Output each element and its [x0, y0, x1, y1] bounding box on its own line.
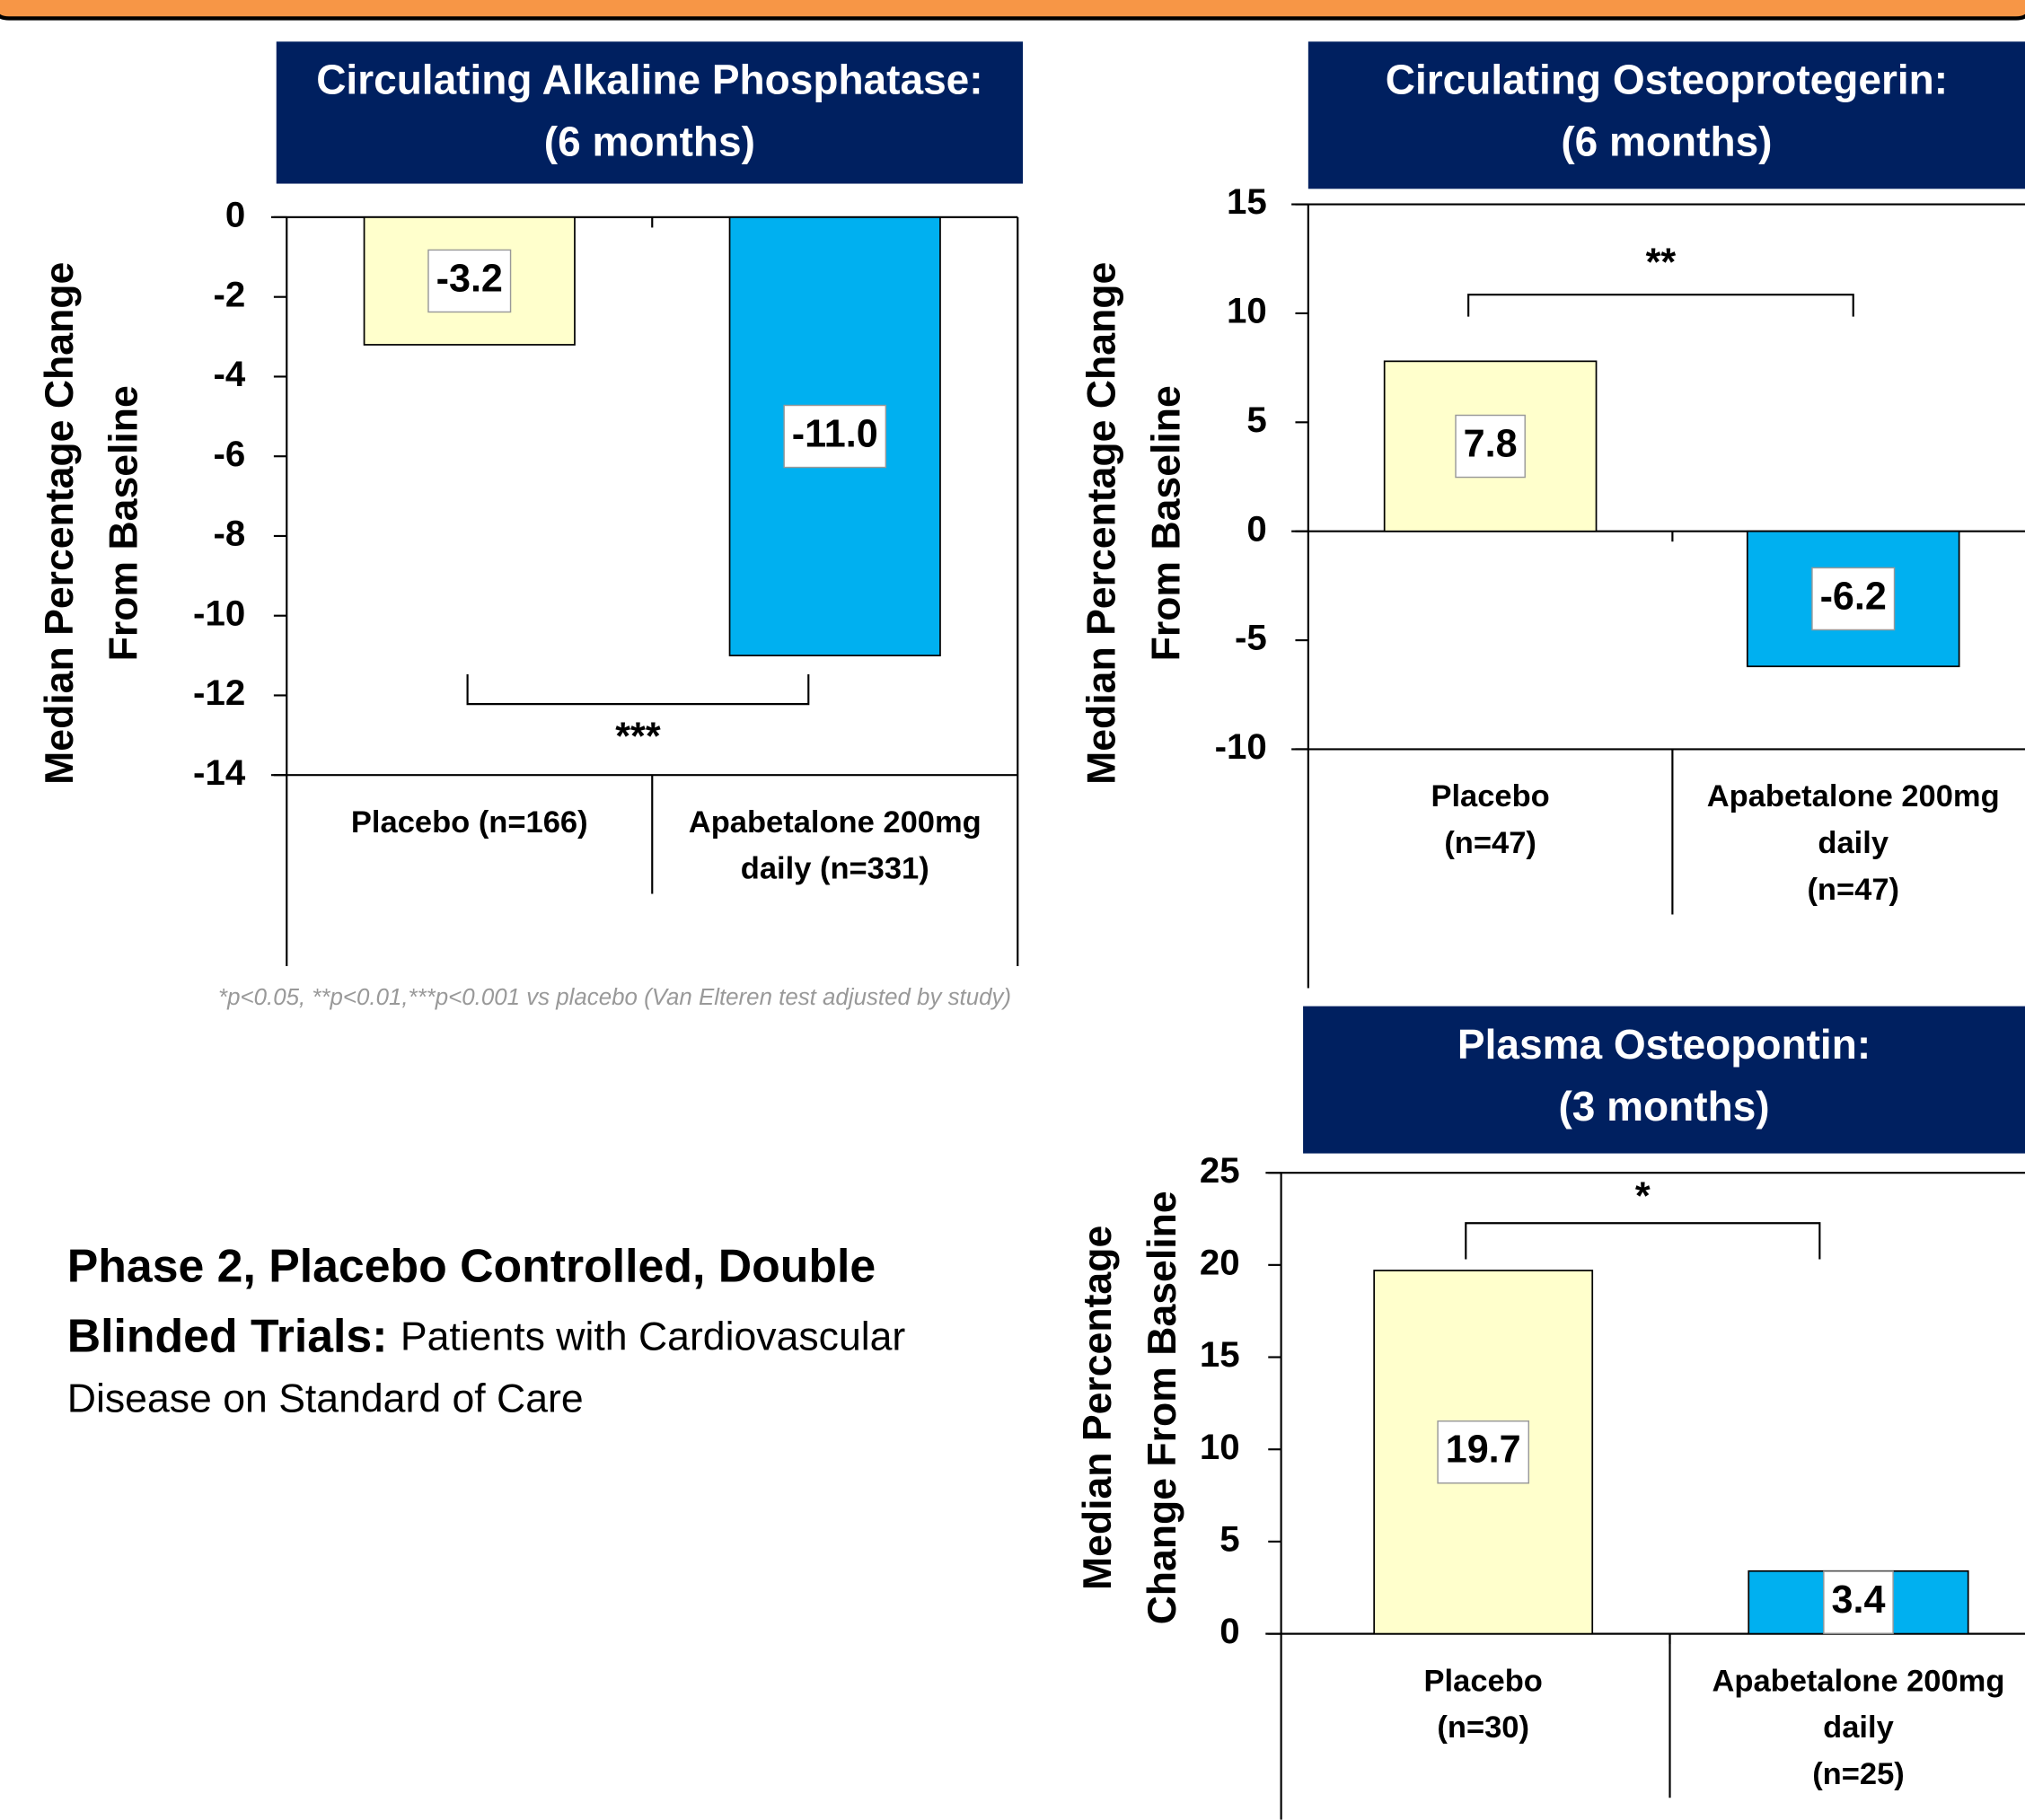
- y-axis-label: From Baseline: [1144, 385, 1188, 661]
- y-tick-label: 15: [1200, 1334, 1240, 1375]
- value-label-box: [427, 249, 512, 313]
- value-label: -6.2: [1820, 575, 1887, 618]
- y-tick-label: 10: [1200, 1427, 1240, 1467]
- y-tick-label: 15: [1227, 181, 1267, 222]
- chart-subtitle: (6 months): [544, 119, 755, 165]
- significance-label: **: [1646, 242, 1677, 285]
- significance-label: ***: [615, 715, 661, 758]
- y-tick-label: -5: [1235, 618, 1267, 658]
- y-tick-label: -14: [193, 752, 246, 793]
- value-label: -11.0: [792, 412, 878, 455]
- header-bar: [0, 0, 2025, 21]
- significance-bracket: [466, 674, 810, 706]
- significance-bracket: [1467, 294, 1854, 317]
- title-box: [276, 41, 1024, 184]
- x-tick-label: Apabetalone 200mg: [1712, 1664, 2005, 1698]
- y-tick-label: -8: [213, 514, 245, 554]
- x-tick-label: (n=47): [1444, 826, 1536, 860]
- x-tick-label: (n=30): [1437, 1710, 1529, 1745]
- y-axis-label: Median Percentage: [1076, 1226, 1120, 1590]
- y-tick-label: -10: [193, 593, 245, 633]
- x-tick-label: Apabetalone 200mg: [689, 805, 982, 840]
- y-tick-label: -6: [213, 434, 245, 474]
- title-box: [1303, 1006, 2025, 1154]
- x-tick-label: daily: [1818, 826, 1889, 860]
- value-label: 3.4: [1832, 1578, 1886, 1622]
- title-box: [1307, 41, 2025, 189]
- x-tick-label: Placebo (n=166): [351, 805, 588, 840]
- x-tick-label: (n=25): [1812, 1757, 1905, 1791]
- value-label-box: [783, 404, 887, 469]
- chart-subtitle: (3 months): [1558, 1083, 1769, 1130]
- y-axis-label: From Baseline: [102, 385, 146, 661]
- y-axis-label: Median Percentage Change: [1079, 262, 1123, 785]
- y-tick-label: -2: [213, 274, 245, 314]
- y-tick-label: 25: [1200, 1150, 1240, 1191]
- significance-label: *: [1635, 1174, 1651, 1218]
- significance-bracket: [1465, 1222, 1821, 1260]
- value-label-box: [1811, 567, 1896, 631]
- y-tick-label: 0: [1246, 508, 1266, 549]
- y-tick-label: 0: [225, 195, 245, 235]
- x-tick-label: daily: [1823, 1710, 1894, 1745]
- caption-bold: Phase 2, Placebo Controlled, Double: [67, 1240, 876, 1292]
- footnote: *p<0.05, **p<0.01,***p<0.001 vs placebo …: [218, 985, 1011, 1010]
- y-axis-label: Change From Baseline: [1140, 1191, 1184, 1624]
- value-label-box: [1823, 1570, 1894, 1634]
- chart-subtitle: (6 months): [1561, 119, 1772, 165]
- x-tick-label: daily (n=331): [741, 852, 929, 886]
- value-label: 7.8: [1464, 422, 1518, 465]
- caption-normal: Patients with Cardiovascular: [401, 1314, 906, 1358]
- y-tick-label: -10: [1215, 726, 1267, 767]
- value-label: -3.2: [436, 257, 503, 300]
- y-tick-label: 20: [1200, 1242, 1240, 1282]
- caption-line: Blinded Trials: Patients with Cardiovascu…: [67, 1309, 906, 1361]
- y-tick-label: -4: [213, 354, 245, 394]
- x-tick-label: (n=47): [1807, 873, 1899, 907]
- y-tick-label: 10: [1227, 291, 1267, 331]
- chart-title: Circulating Osteoprotegerin:: [1386, 57, 1948, 103]
- chart-title: Circulating Alkaline Phosphatase:: [316, 57, 982, 103]
- caption-bold: Blinded Trials:: [67, 1309, 388, 1361]
- x-tick-label: Placebo: [1424, 1664, 1543, 1698]
- value-label-box: [1455, 414, 1526, 479]
- y-axis-label: Median Percentage Change: [38, 262, 82, 785]
- value-label-box: [1437, 1420, 1530, 1484]
- caption-normal: Disease on Standard of Care: [67, 1376, 584, 1420]
- y-tick-label: 0: [1219, 1611, 1239, 1651]
- y-tick-label: 5: [1246, 400, 1266, 440]
- value-label: 19.7: [1446, 1429, 1521, 1472]
- x-tick-label: Placebo: [1431, 779, 1549, 813]
- chart-title: Plasma Osteopontin:: [1457, 1021, 1871, 1068]
- y-tick-label: -12: [193, 673, 245, 713]
- x-tick-label: Apabetalone 200mg: [1707, 779, 2000, 813]
- y-tick-label: 5: [1219, 1519, 1239, 1560]
